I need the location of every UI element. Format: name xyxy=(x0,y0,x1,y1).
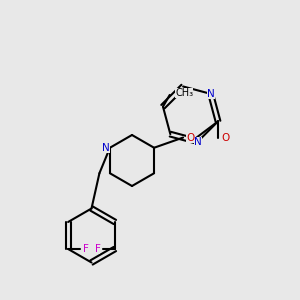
Text: F: F xyxy=(82,244,88,254)
Text: N: N xyxy=(207,89,214,99)
Text: O: O xyxy=(221,133,229,143)
Text: F: F xyxy=(94,244,100,254)
Text: N: N xyxy=(102,143,110,153)
Text: O: O xyxy=(186,133,195,142)
Text: N: N xyxy=(194,136,202,146)
Text: CH₃: CH₃ xyxy=(175,88,193,98)
